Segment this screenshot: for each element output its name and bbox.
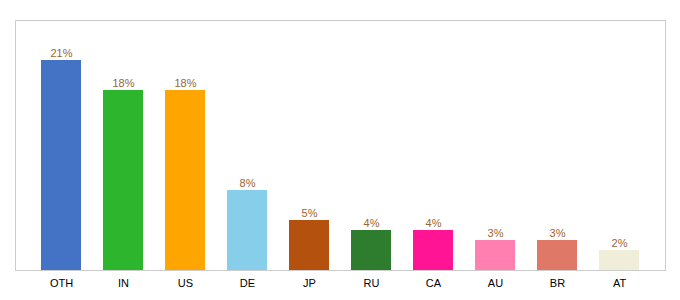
svg-text:JP: JP (303, 277, 316, 289)
svg-text:4%: 4% (426, 217, 442, 229)
svg-text:BR: BR (550, 277, 565, 289)
svg-text:21%: 21% (50, 47, 72, 59)
svg-text:IN: IN (118, 277, 129, 289)
svg-text:AT: AT (613, 277, 627, 289)
svg-text:2%: 2% (612, 237, 628, 249)
svg-text:3%: 3% (488, 227, 504, 239)
svg-text:18%: 18% (112, 77, 134, 89)
svg-text:CA: CA (426, 277, 442, 289)
svg-text:DE: DE (240, 277, 255, 289)
svg-text:US: US (178, 277, 193, 289)
svg-text:AU: AU (488, 277, 503, 289)
svg-text:3%: 3% (550, 227, 566, 239)
svg-text:5%: 5% (302, 207, 318, 219)
svg-text:18%: 18% (174, 77, 196, 89)
svg-text:OTH: OTH (50, 277, 73, 289)
svg-text:8%: 8% (240, 177, 256, 189)
svg-text:RU: RU (364, 277, 380, 289)
svg-text:4%: 4% (364, 217, 380, 229)
